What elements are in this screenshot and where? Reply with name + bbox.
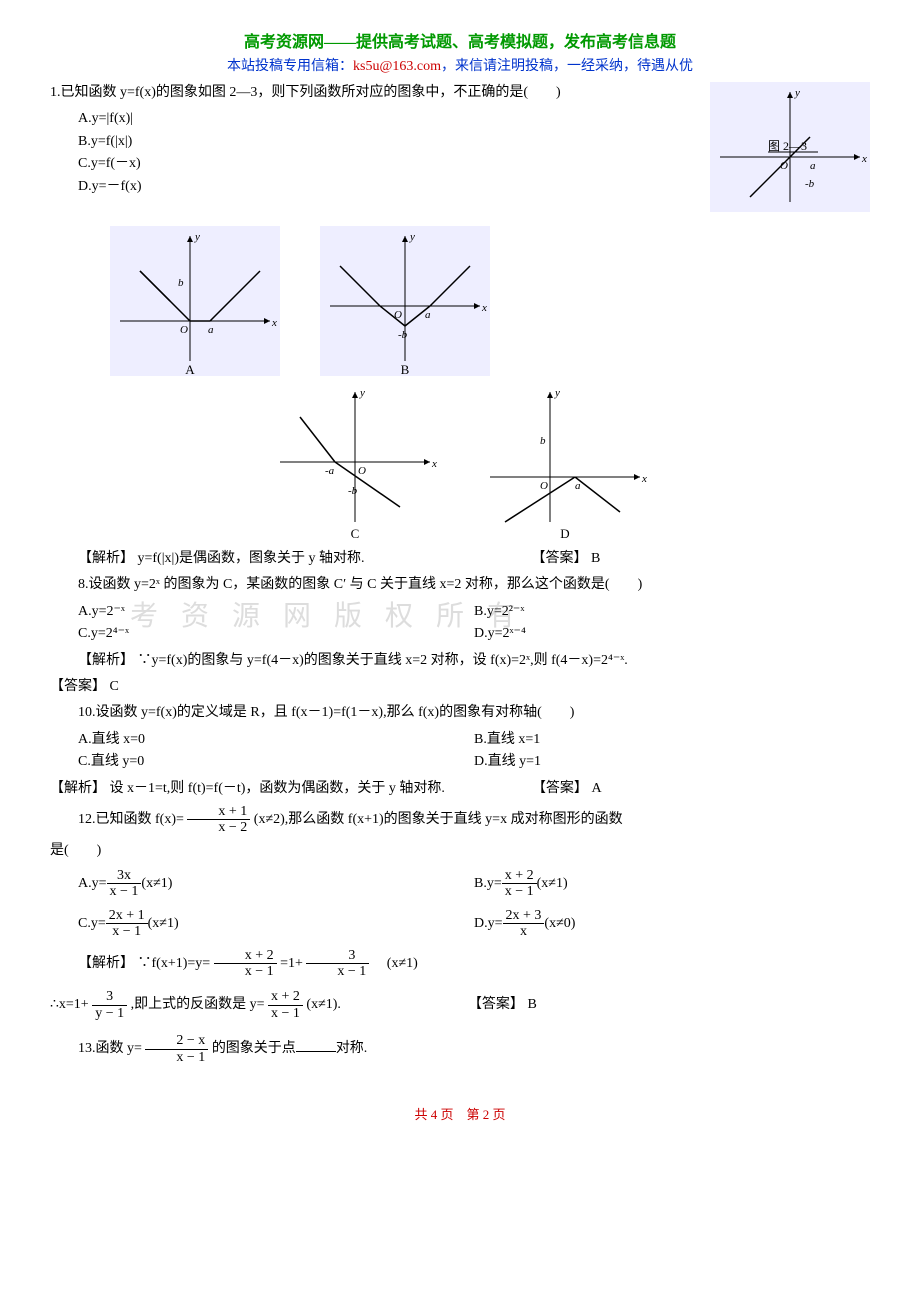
svg-text:b: b: [540, 435, 546, 447]
page-footer: 共 4 页 第 2 页: [50, 1105, 870, 1126]
q10-optD: D.直线 y=1: [474, 751, 870, 773]
svg-text:O: O: [358, 465, 366, 477]
svg-text:x: x: [481, 302, 487, 314]
q1-analysis-row: 【解析】 y=f(|x|)是偶函数，图象关于 y 轴对称. 【答案】 B: [50, 548, 870, 570]
svg-text:-b: -b: [348, 485, 358, 497]
svg-text:x: x: [641, 473, 647, 485]
svg-text:图 2—3: 图 2—3: [768, 139, 807, 153]
q8-answer: C: [106, 679, 119, 694]
analysis-label: 【解析】: [78, 956, 134, 971]
subfig-D: x y O b a D: [480, 382, 650, 542]
answer-label: 【答案】: [532, 781, 588, 796]
answer-label: 【答案】: [468, 998, 524, 1013]
q10-analysis: 设 x－1=t,则 f(t)=f(－t)，函数为偶函数，关于 y 轴对称.: [106, 781, 445, 796]
sub-suffix: ，来信请注明投稿，一经采纳，待遇从优: [441, 59, 693, 74]
svg-text:O: O: [540, 480, 548, 492]
q8-optB: B.y=2²⁻ˣ: [474, 601, 870, 623]
q12-optC: C.y=2x + 1x − 1(x≠1): [78, 908, 474, 940]
svg-text:y: y: [359, 387, 365, 399]
q10-opts-ab: A.直线 x=0 B.直线 x=1: [78, 729, 870, 751]
fill-blank[interactable]: [296, 1037, 336, 1052]
svg-text:y: y: [794, 87, 800, 99]
contact-email: ks5u@163.com: [353, 59, 441, 74]
q12-opts-cd: C.y=2x + 1x − 1(x≠1) D.y=2x + 3x(x≠0): [78, 908, 870, 940]
q8-stem: 8.设函数 y=2ˣ 的图象为 C，某函数的图象 C′ 与 C 关于直线 x=2…: [50, 574, 870, 596]
site-title: 高考资源网——提供高考试题、高考模拟题，发布高考信息题: [50, 30, 870, 56]
q12-stem2: 是( ): [50, 840, 870, 862]
q8-analysis: ∵y=f(x)的图象与 y=f(4－x)的图象关于直线 x=2 对称，设 f(x…: [134, 653, 628, 668]
q1-analysis: y=f(|x|)是偶函数，图象关于 y 轴对称.: [134, 551, 365, 566]
svg-text:y: y: [194, 231, 200, 243]
q10-optB: B.直线 x=1: [474, 729, 870, 751]
q10-analysis-row: 【解析】 设 x－1=t,则 f(t)=f(－t)，函数为偶函数，关于 y 轴对…: [50, 778, 870, 800]
q8-analysis-row: 【解析】 ∵y=f(x)的图象与 y=f(4－x)的图象关于直线 x=2 对称，…: [50, 650, 870, 672]
analysis-label: 【解析】: [78, 551, 134, 566]
svg-text:-b: -b: [805, 178, 815, 190]
svg-text:a: a: [425, 309, 431, 321]
svg-text:O: O: [180, 324, 188, 336]
svg-text:a: a: [810, 160, 816, 172]
q12-conclusion-row: ∴x=1+ 3y − 1 ,即上式的反函数是 y= x + 2x − 1 (x≠…: [50, 989, 870, 1021]
answer-label: 【答案】: [532, 551, 588, 566]
analysis-label: 【解析】: [78, 653, 134, 668]
svg-text:O: O: [394, 309, 402, 321]
svg-text:a: a: [575, 480, 581, 492]
subfig-A: x y O b a A: [110, 226, 280, 376]
q12-stem: 12.已知函数 f(x)= x + 1x − 2 (x≠2),那么函数 f(x+…: [50, 804, 870, 836]
svg-text:y: y: [409, 231, 415, 243]
q12-answer: B: [524, 998, 537, 1013]
svg-text:a: a: [208, 324, 214, 336]
sub-prefix: 本站投稿专用信箱：: [227, 59, 353, 74]
q8-opts-ab: A.y=2⁻ˣ B.y=2²⁻ˣ: [78, 601, 870, 623]
svg-text:y: y: [554, 387, 560, 399]
q1-subfigs-ab: x y O b a A x y O: [110, 226, 870, 376]
q12-opts-ab: A.y=3xx − 1(x≠1) B.y=x + 2x − 1(x≠1): [78, 868, 870, 900]
q10-optA: A.直线 x=0: [78, 729, 474, 751]
svg-text:C: C: [351, 526, 360, 541]
q10-opts-cd: C.直线 y=0 D.直线 y=1: [78, 751, 870, 773]
q1-subfigs-cd: x y O -a -b C x y O b a D: [50, 382, 870, 542]
q8-answer-row: 【答案】 C: [50, 676, 870, 698]
q8-optD: D.y=2ˣ⁻⁴: [474, 623, 870, 645]
svg-text:-b: -b: [398, 329, 408, 341]
figure-2-3: x y O a -b 图 2—3: [710, 82, 870, 212]
q13-stem: 13.函数 y= 2 − xx − 1 的图象关于点对称.: [50, 1033, 870, 1065]
subfig-B: x y O -b a B: [320, 226, 490, 376]
site-subtitle: 本站投稿专用信箱：ks5u@163.com，来信请注明投稿，一经采纳，待遇从优: [50, 56, 870, 78]
q12-optD: D.y=2x + 3x(x≠0): [474, 908, 870, 940]
svg-text:D: D: [560, 526, 569, 541]
svg-text:x: x: [861, 153, 867, 165]
q12-analysis-row: 【解析】 ∵f(x+1)=y= x + 2x − 1 =1+ 3x − 1 (x…: [50, 948, 870, 980]
svg-text:A: A: [185, 362, 195, 376]
q8-opts-cd: C.y=2⁴⁻ˣ D.y=2ˣ⁻⁴: [78, 623, 870, 645]
q8-optC: C.y=2⁴⁻ˣ: [78, 623, 474, 645]
svg-text:x: x: [431, 458, 437, 470]
q12-optA: A.y=3xx − 1(x≠1): [78, 868, 474, 900]
q1-answer: B: [588, 551, 601, 566]
svg-text:-a: -a: [325, 465, 335, 477]
subfig-C: x y O -a -b C: [270, 382, 440, 542]
answer-label: 【答案】: [50, 679, 106, 694]
svg-text:x: x: [271, 317, 277, 329]
q10-stem: 10.设函数 y=f(x)的定义域是 R，且 f(x－1)=f(1－x),那么 …: [50, 702, 870, 724]
q12-optB: B.y=x + 2x − 1(x≠1): [474, 868, 870, 900]
svg-text:B: B: [401, 362, 410, 376]
svg-text:b: b: [178, 277, 184, 289]
q10-answer: A: [588, 781, 602, 796]
q8-optA: A.y=2⁻ˣ: [78, 601, 474, 623]
analysis-label: 【解析】: [50, 781, 106, 796]
q10-optC: C.直线 y=0: [78, 751, 474, 773]
